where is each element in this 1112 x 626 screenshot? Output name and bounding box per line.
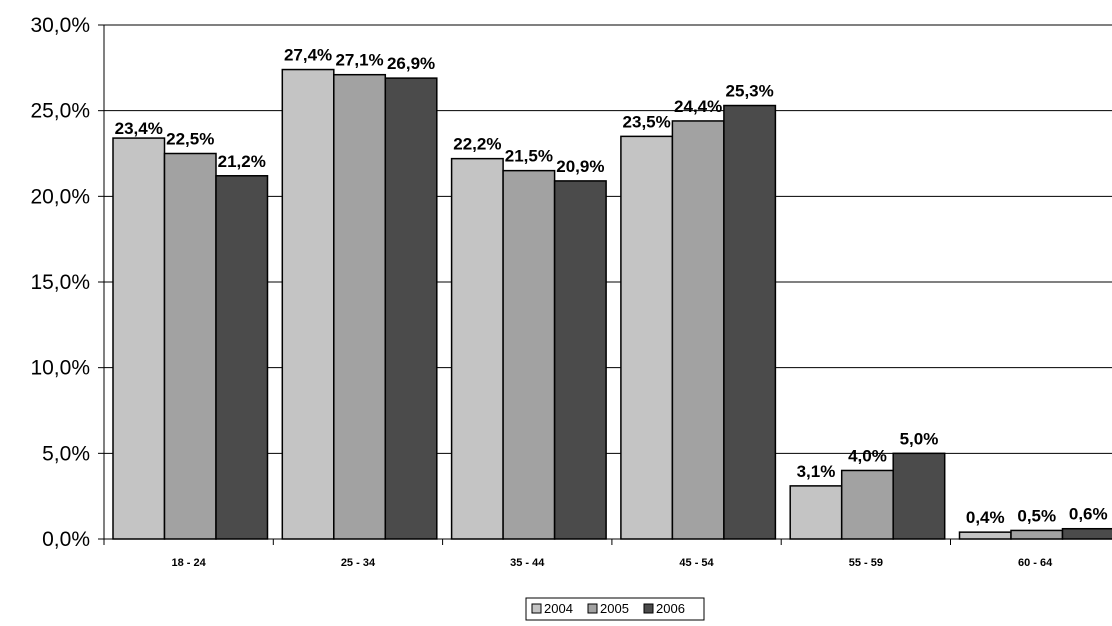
bar [385,78,437,539]
data-label: 24,4% [674,97,722,116]
data-label: 22,5% [166,130,214,149]
data-label: 21,5% [505,147,553,166]
legend-swatch [588,604,597,613]
bar [893,453,945,539]
legend-label: 2004 [544,601,573,616]
legend-swatch [532,604,541,613]
data-label: 23,5% [623,112,671,131]
bar [724,106,776,539]
x-tick-label: 25 - 34 [341,557,376,569]
bar [1063,529,1112,539]
data-label: 0,6% [1069,505,1108,524]
data-label: 3,1% [797,462,836,481]
bar [216,176,268,539]
y-tick-label: 0,0% [42,528,90,551]
data-label: 27,4% [284,46,332,65]
y-tick-label: 10,0% [30,357,90,380]
data-label: 4,0% [848,446,887,465]
bar [960,532,1012,539]
x-tick-label: 18 - 24 [172,557,207,569]
y-tick-label: 5,0% [42,442,90,465]
data-label: 21,2% [218,152,266,171]
data-label: 26,9% [387,54,435,73]
legend-swatch [644,604,653,613]
bar [621,136,673,539]
bar [113,138,165,539]
y-tick-label: 30,0% [30,14,90,37]
data-label: 0,5% [1017,506,1056,525]
bar [555,181,607,539]
bar [1011,530,1063,539]
x-tick-label: 55 - 59 [849,557,883,569]
x-tick-label: 35 - 44 [510,557,545,569]
bar [842,470,894,539]
data-label: 23,4% [115,119,163,138]
legend-label: 2006 [656,601,685,616]
data-label: 5,0% [900,429,939,448]
data-label: 27,1% [335,51,383,70]
data-label: 25,3% [726,82,774,101]
legend-label: 2005 [600,601,629,616]
bar [282,70,334,539]
data-label: 0,4% [966,508,1005,527]
bar [503,171,554,539]
bar [790,486,842,539]
data-label: 22,2% [453,135,501,154]
bar [334,75,386,539]
y-tick-label: 25,0% [30,100,90,123]
legend: 2004 2005 2006 [526,598,704,620]
bar [452,159,504,539]
data-label: 20,9% [556,157,604,176]
y-tick-label: 15,0% [30,271,90,294]
x-tick-label: 45 - 54 [679,557,714,569]
x-tick-label: 60 - 64 [1018,557,1053,569]
bar [165,154,217,540]
bar [672,121,724,539]
y-tick-label: 20,0% [30,185,90,208]
